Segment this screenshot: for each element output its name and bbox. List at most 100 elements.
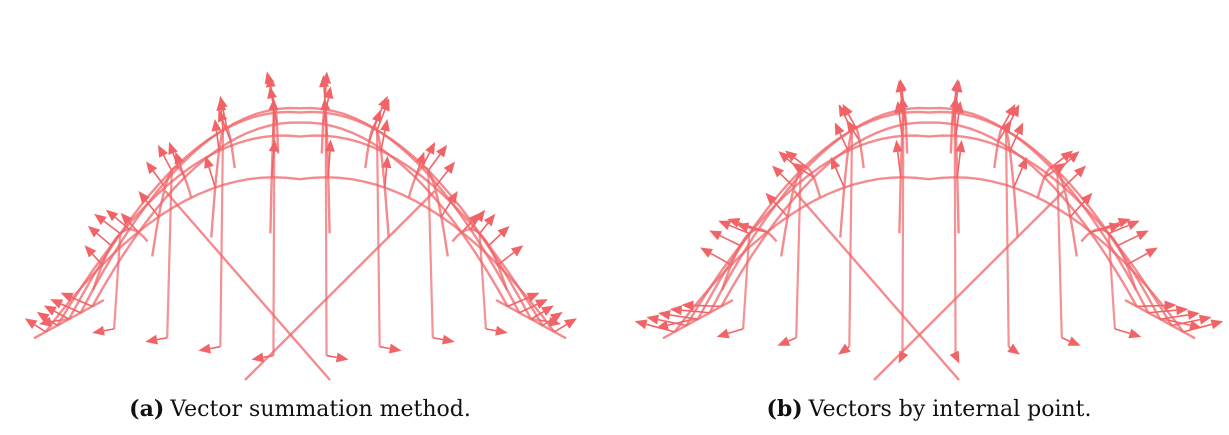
vector-arrow — [146, 161, 166, 188]
rib-curve — [407, 165, 449, 257]
vector-arrow — [842, 103, 857, 128]
diagonal-line — [164, 190, 331, 381]
vector-arrow — [488, 225, 510, 247]
vector-arrow — [949, 96, 960, 125]
caption-b-tag: (b) — [766, 396, 803, 422]
vector-arrow — [174, 151, 186, 178]
leg-line — [219, 130, 225, 347]
vector-arrows — [634, 78, 1224, 364]
vector-arrow — [84, 245, 103, 266]
vector-arrow — [1167, 319, 1202, 331]
vector-arrow — [368, 109, 382, 142]
vector-arrow — [1136, 300, 1177, 311]
vector-arrow — [157, 144, 173, 171]
vector-arrow — [204, 155, 216, 188]
panel-a: (a) Vector summation method. — [0, 0, 600, 435]
vector-arrow — [898, 350, 909, 364]
vector-arrow — [251, 352, 274, 363]
vector-arrow — [324, 139, 335, 178]
caption-b: (b) Vectors by internal point. — [629, 396, 1229, 422]
vector-arrow — [669, 305, 710, 316]
vector-arrow — [1063, 165, 1087, 188]
vector-arrow — [846, 119, 861, 142]
vector-arrow — [1117, 230, 1149, 247]
vector-arrow — [1009, 122, 1024, 152]
vector-arrow — [120, 212, 140, 233]
vector-arrow — [1007, 343, 1020, 355]
leg-line — [953, 112, 957, 356]
vector-arrow — [1061, 336, 1081, 346]
leg-line — [530, 318, 540, 322]
diagonal-line — [244, 190, 436, 381]
dome-vector-diagram-a — [24, 71, 577, 381]
rib-curve — [151, 165, 193, 257]
vector-arrow — [24, 318, 47, 333]
vector-arrow — [1090, 222, 1122, 234]
vector-arrow — [834, 122, 849, 152]
vector-arrow — [218, 109, 232, 142]
vector-arrow — [421, 141, 436, 168]
arch-curve — [685, 134, 1173, 327]
arch-curve — [44, 176, 556, 333]
vector-arrow — [87, 225, 112, 247]
vector-arrow — [1159, 309, 1200, 320]
arch-curve — [79, 106, 521, 314]
diagonal-line — [873, 190, 1065, 381]
leg-line — [1004, 130, 1010, 347]
vector-arrow — [267, 86, 278, 125]
panel-b: (b) Vectors by internal point. — [629, 0, 1229, 435]
rib-curve — [780, 165, 822, 257]
vector-arrow — [700, 247, 732, 266]
vector-arrow — [326, 352, 349, 363]
vector-arrow — [427, 144, 448, 171]
vector-arrow — [997, 119, 1012, 142]
vector-arrow — [709, 230, 741, 247]
leg-line — [375, 130, 381, 347]
vector-arrow — [460, 212, 481, 233]
vector-arrow — [432, 334, 455, 345]
leg-line — [113, 233, 122, 329]
vector-arrow — [765, 192, 789, 218]
vector-arrow — [479, 213, 496, 234]
vector-arrow — [1171, 314, 1212, 327]
lattice — [33, 106, 567, 381]
vector-arrow — [138, 191, 160, 218]
vector-arrow — [777, 336, 797, 346]
caption-a: (a) Vector summation method. — [0, 396, 600, 422]
vector-arrow — [830, 156, 845, 188]
vector-arrow — [1148, 305, 1189, 316]
vector-arrow — [43, 305, 70, 320]
leg-line — [427, 170, 434, 338]
leg-line — [901, 112, 905, 356]
vector-arrow — [658, 309, 699, 320]
vector-arrow — [381, 155, 392, 188]
lattice — [662, 106, 1196, 381]
dome-vector-diagram-b — [634, 78, 1224, 381]
vector-arrow — [1043, 162, 1067, 179]
vector-arrow — [497, 245, 524, 266]
vector-arrow — [955, 139, 966, 178]
vector-arrow — [646, 314, 687, 327]
leg-line — [848, 130, 854, 347]
vector-arrow — [681, 300, 722, 311]
vector-arrow — [656, 319, 691, 331]
caption-b-text: Vectors by internal point. — [808, 397, 1092, 422]
vector-arrow — [892, 139, 903, 178]
vector-arrow — [898, 96, 909, 125]
arch-curve — [673, 176, 1185, 333]
vector-arrow — [380, 118, 390, 151]
leg-line — [324, 112, 328, 356]
vector-arrow — [60, 292, 93, 308]
vector-arrow — [145, 334, 168, 345]
vector-arrow — [1126, 247, 1158, 266]
vector-arrow — [50, 299, 81, 314]
vector-arrow — [784, 150, 808, 169]
caption-a-tag: (a) — [129, 396, 165, 422]
vector-arrow — [414, 151, 426, 178]
vector-arrow — [1013, 156, 1028, 188]
vector-arrows — [24, 71, 577, 363]
vector-arrow — [379, 343, 402, 354]
leg-line — [478, 233, 487, 329]
leg-line — [1107, 233, 1116, 329]
vector-arrow — [530, 305, 554, 320]
